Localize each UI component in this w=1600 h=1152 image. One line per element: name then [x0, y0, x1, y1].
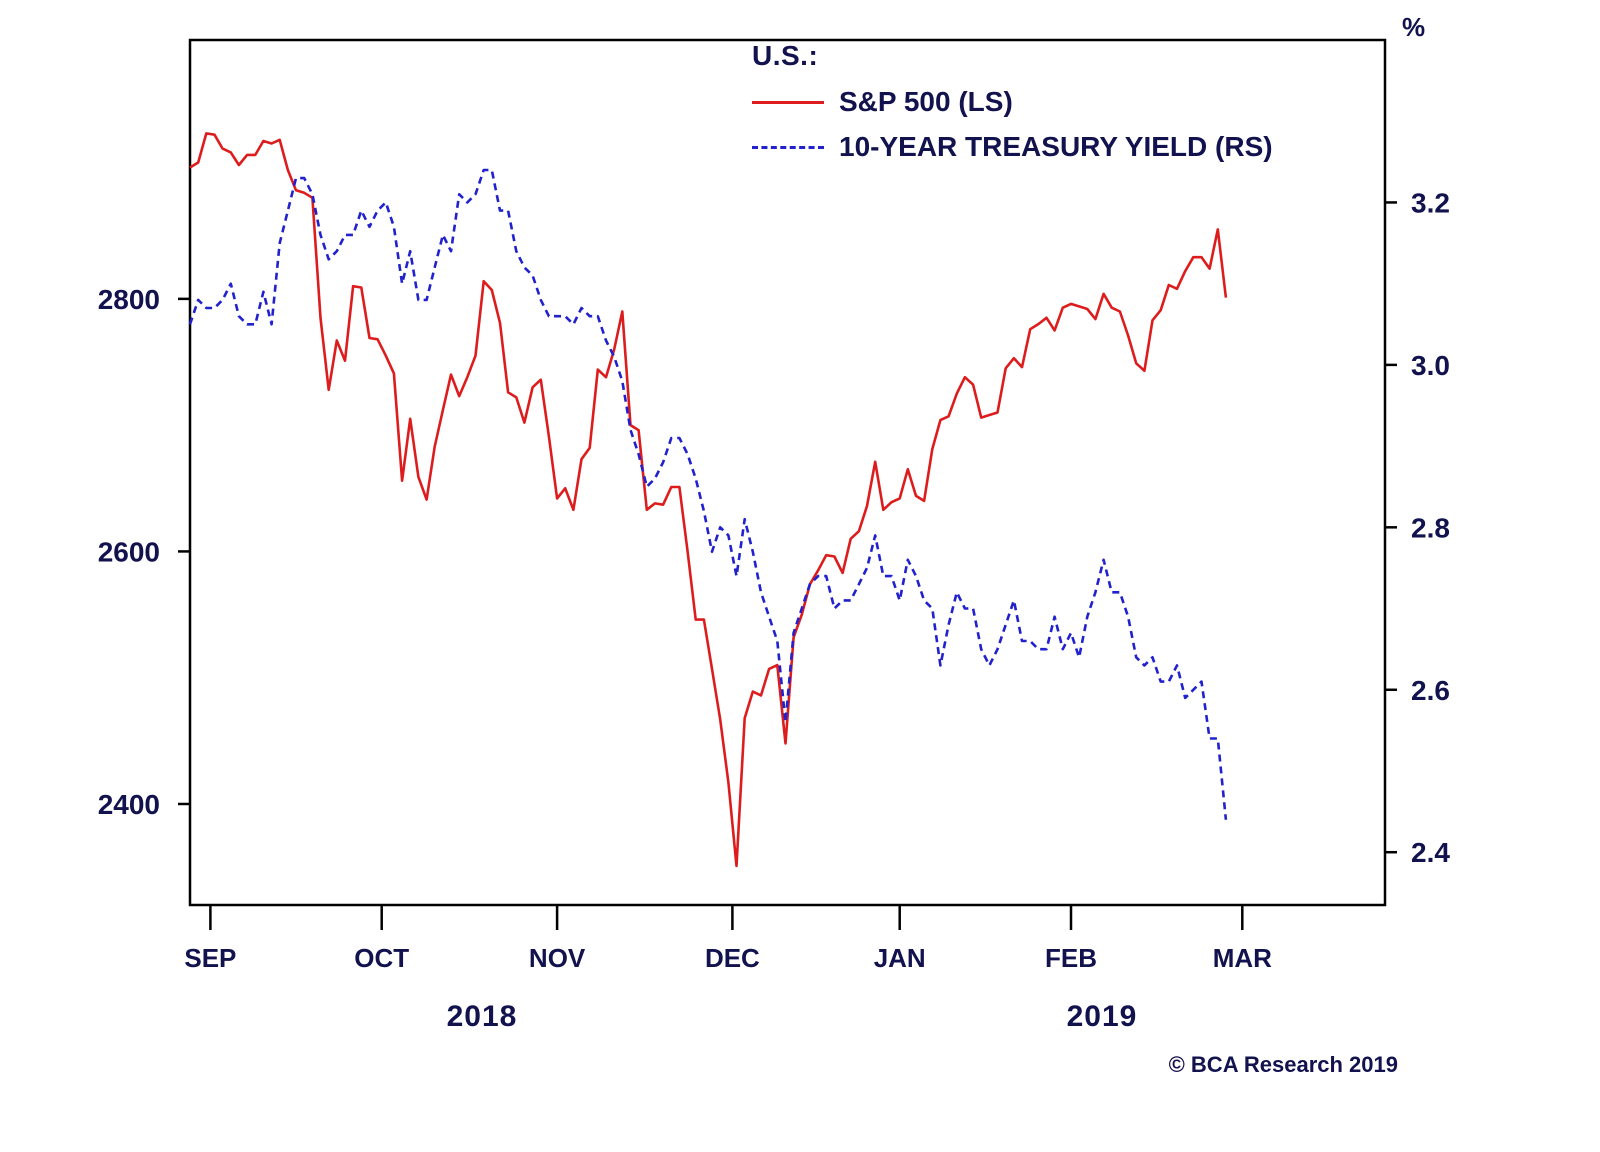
legend-label-sp500: S&P 500 (LS) — [839, 86, 1013, 117]
x-axis-month-label: FEB — [1045, 943, 1097, 973]
sp500-line-sample-icon — [752, 100, 824, 104]
legend: U.S.: S&P 500 (LS) 10-YEAR TREASURY YIEL… — [752, 40, 1273, 162]
left-axis-label: 2800 — [98, 284, 160, 315]
right-axis-label: 3.0 — [1411, 350, 1450, 381]
series-line-sp500 — [189, 132, 1228, 868]
legend-item-sp500: S&P 500 (LS) — [752, 86, 1273, 117]
series-line-treasury-yield — [188, 168, 1228, 820]
x-axis-month-label: DEC — [705, 943, 760, 973]
x-axis-year-label-2019: 2019 — [1066, 1000, 1138, 1033]
legend-item-treasury-yield: 10-YEAR TREASURY YIELD (RS) — [752, 131, 1273, 162]
x-axis-month-label: OCT — [354, 943, 409, 973]
right-axis-label: 2.6 — [1411, 675, 1450, 706]
right-axis-label: 3.2 — [1411, 187, 1450, 218]
left-axis-label: 2400 — [98, 789, 160, 820]
x-axis-month-label: NOV — [529, 943, 586, 973]
treasury-line-sample-icon — [752, 145, 824, 149]
x-axis-year-label-2018: 2018 — [446, 1000, 518, 1033]
legend-group-label: U.S.: — [752, 40, 819, 71]
plot-frame — [188, 38, 1387, 907]
x-axis-month-label: MAR — [1213, 943, 1272, 973]
copyright-credit: © BCA Research 2019 — [1168, 1052, 1398, 1077]
right-axis-label: 2.4 — [1411, 837, 1450, 868]
legend-label-treasury-yield: 10-YEAR TREASURY YIELD (RS) — [839, 131, 1273, 162]
x-axis-month-label: SEP — [184, 943, 236, 973]
right-axis-label: 2.8 — [1411, 512, 1450, 543]
x-axis-month-label: JAN — [874, 943, 926, 973]
right-axis-unit-label: % — [1402, 12, 1426, 42]
left-axis-label: 2600 — [98, 536, 160, 567]
